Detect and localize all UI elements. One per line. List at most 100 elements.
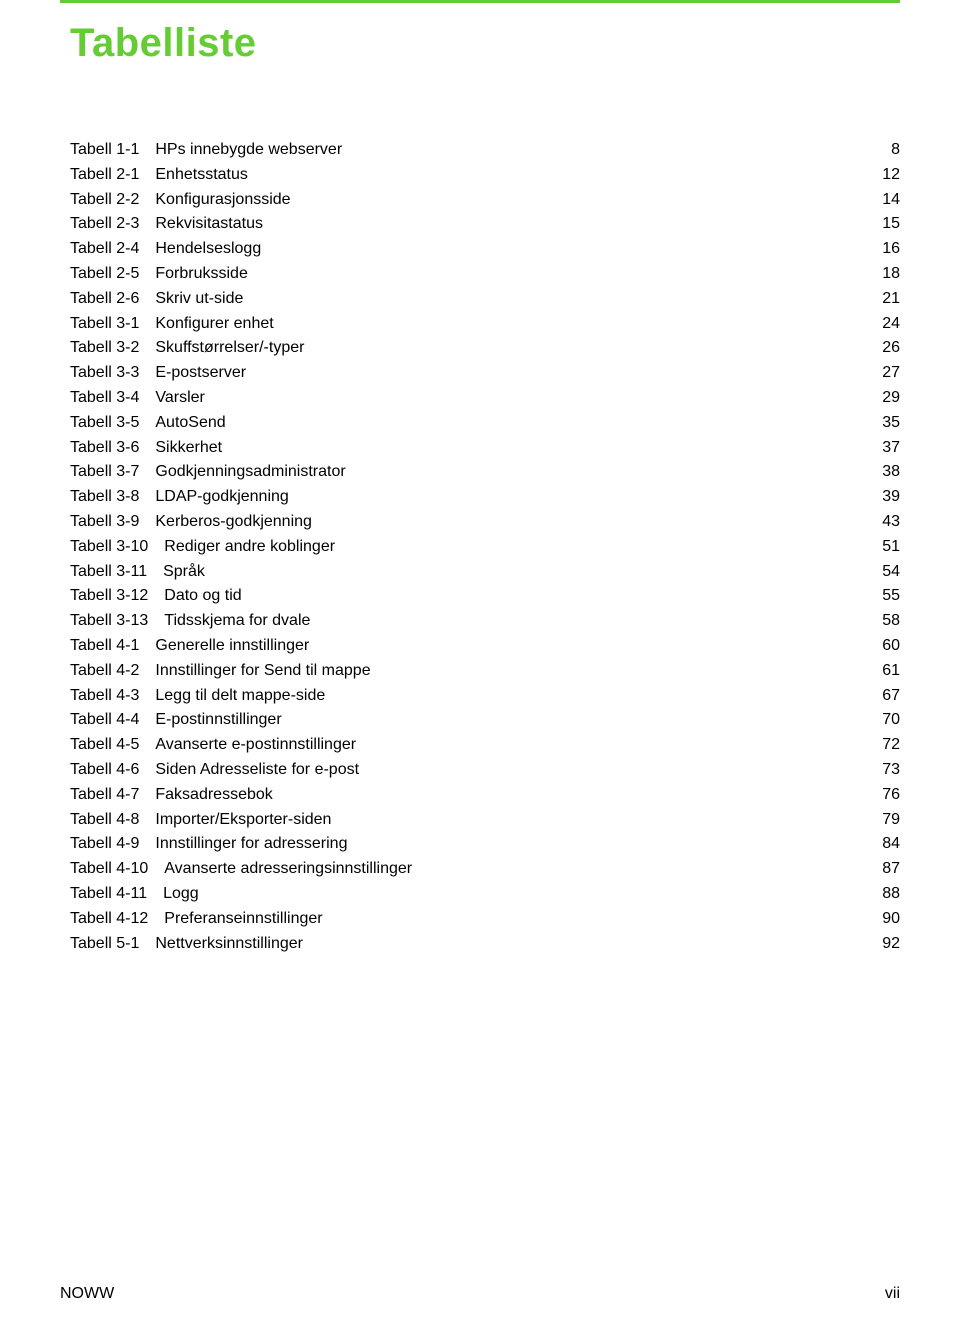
toc-description: Avanserte adresseringsinnstillinger <box>148 857 412 882</box>
toc-label: Tabell 3-7 <box>60 460 139 485</box>
toc-row: Tabell 2-3Rekvisitastatus15 <box>60 212 900 237</box>
toc-description: Enhetsstatus <box>139 163 248 188</box>
toc-label: Tabell 5-1 <box>60 932 139 957</box>
toc-row: Tabell 3-9Kerberos-godkjenning 43 <box>60 510 900 535</box>
top-rule <box>60 0 900 3</box>
toc-label: Tabell 4-3 <box>60 684 139 709</box>
toc-page-number: 14 <box>882 188 900 213</box>
toc-row: Tabell 2-6Skriv ut-side21 <box>60 287 900 312</box>
toc-row: Tabell 4-2Innstillinger for Send til map… <box>60 659 900 684</box>
toc-page-number: 87 <box>882 857 900 882</box>
toc-page-number: 21 <box>882 287 900 312</box>
toc-description: Importer/Eksporter-siden <box>139 808 331 833</box>
toc-row: Tabell 4-11Logg88 <box>60 882 900 907</box>
toc-description: LDAP-godkjenning <box>139 485 288 510</box>
toc-label: Tabell 4-4 <box>60 708 139 733</box>
toc-row: Tabell 1-1HPs innebygde webserver8 <box>60 138 900 163</box>
toc-row: Tabell 3-13Tidsskjema for dvale58 <box>60 609 900 634</box>
toc-description: Språk <box>147 560 205 585</box>
toc-page-number: 58 <box>882 609 900 634</box>
toc-row: Tabell 5-1Nettverksinnstillinger 92 <box>60 932 900 957</box>
toc-row: Tabell 3-5AutoSend35 <box>60 411 900 436</box>
toc-row: Tabell 3-8LDAP-godkjenning 39 <box>60 485 900 510</box>
toc-label: Tabell 4-9 <box>60 832 139 857</box>
toc-label: Tabell 1-1 <box>60 138 139 163</box>
toc-description: E-postserver <box>139 361 246 386</box>
toc-row: Tabell 2-1Enhetsstatus 12 <box>60 163 900 188</box>
toc-page-number: 61 <box>882 659 900 684</box>
toc-page-number: 26 <box>882 336 900 361</box>
toc-description: Generelle innstillinger <box>139 634 309 659</box>
toc-description: Logg <box>147 882 199 907</box>
toc-page-number: 43 <box>882 510 900 535</box>
toc-page-number: 38 <box>882 460 900 485</box>
toc-page-number: 67 <box>882 684 900 709</box>
toc-page-number: 29 <box>882 386 900 411</box>
toc-description: Avanserte e-postinnstillinger <box>139 733 356 758</box>
toc-page-number: 76 <box>882 783 900 808</box>
toc-row: Tabell 3-12Dato og tid55 <box>60 584 900 609</box>
toc-row: Tabell 2-4Hendelseslogg16 <box>60 237 900 262</box>
toc-label: Tabell 4-11 <box>60 882 147 907</box>
toc-page-number: 27 <box>882 361 900 386</box>
toc-label: Tabell 3-8 <box>60 485 139 510</box>
toc-description: Faksadressebok <box>139 783 272 808</box>
toc-description: Preferanseinnstillinger <box>148 907 322 932</box>
toc-label: Tabell 3-9 <box>60 510 139 535</box>
toc-page-number: 92 <box>882 932 900 957</box>
toc-row: Tabell 2-2Konfigurasjonsside14 <box>60 188 900 213</box>
toc-page-number: 39 <box>882 485 900 510</box>
toc-description: HPs innebygde webserver <box>139 138 342 163</box>
toc-page-number: 84 <box>882 832 900 857</box>
toc-page-number: 60 <box>882 634 900 659</box>
toc-description: Kerberos-godkjenning <box>139 510 312 535</box>
toc-description: Innstillinger for adressering <box>139 832 347 857</box>
toc-row: Tabell 3-11Språk54 <box>60 560 900 585</box>
toc-label: Tabell 3-10 <box>60 535 148 560</box>
toc-row: Tabell 3-1Konfigurer enhet 24 <box>60 312 900 337</box>
toc-label: Tabell 3-2 <box>60 336 139 361</box>
toc-label: Tabell 2-1 <box>60 163 139 188</box>
toc-description: Varsler <box>139 386 205 411</box>
toc-description: Konfigurasjonsside <box>139 188 290 213</box>
toc-label: Tabell 4-7 <box>60 783 139 808</box>
toc-page-number: 12 <box>882 163 900 188</box>
toc-row: Tabell 4-3Legg til delt mappe-side 67 <box>60 684 900 709</box>
toc-label: Tabell 2-4 <box>60 237 139 262</box>
toc-row: Tabell 4-4E-postinnstillinger70 <box>60 708 900 733</box>
toc-description: Konfigurer enhet <box>139 312 273 337</box>
toc-page-number: 15 <box>882 212 900 237</box>
toc-description: Godkjenningsadministrator <box>139 460 345 485</box>
toc-label: Tabell 4-12 <box>60 907 148 932</box>
toc-description: Nettverksinnstillinger <box>139 932 303 957</box>
toc-label: Tabell 3-3 <box>60 361 139 386</box>
toc-label: Tabell 2-3 <box>60 212 139 237</box>
toc-description: Legg til delt mappe-side <box>139 684 325 709</box>
toc-row: Tabell 4-9Innstillinger for adressering 8… <box>60 832 900 857</box>
toc-label: Tabell 4-8 <box>60 808 139 833</box>
page-footer: NOWW vii <box>60 1285 900 1303</box>
toc-description: Skriv ut-side <box>139 287 243 312</box>
toc-label: Tabell 3-1 <box>60 312 139 337</box>
toc-page-number: 16 <box>882 237 900 262</box>
toc-label: Tabell 2-5 <box>60 262 139 287</box>
toc-label: Tabell 4-2 <box>60 659 139 684</box>
toc-description: Siden Adresseliste for e-post <box>139 758 359 783</box>
toc-page-number: 37 <box>882 436 900 461</box>
toc-label: Tabell 3-13 <box>60 609 148 634</box>
toc-label: Tabell 3-6 <box>60 436 139 461</box>
toc-row: Tabell 3-7Godkjenningsadministrator 38 <box>60 460 900 485</box>
toc-page-number: 35 <box>882 411 900 436</box>
toc-description: Dato og tid <box>148 584 241 609</box>
page-title: Tabelliste <box>70 21 900 66</box>
toc-description: Rediger andre koblinger <box>148 535 335 560</box>
toc-page-number: 55 <box>882 584 900 609</box>
toc-description: AutoSend <box>139 411 225 436</box>
toc-description: Forbruksside <box>139 262 247 287</box>
toc-row: Tabell 4-6Siden Adresseliste for e-post7… <box>60 758 900 783</box>
toc-label: Tabell 4-6 <box>60 758 139 783</box>
toc-page-number: 79 <box>882 808 900 833</box>
toc-row: Tabell 4-7Faksadressebok 76 <box>60 783 900 808</box>
footer-right: vii <box>885 1285 900 1303</box>
toc-page-number: 24 <box>882 312 900 337</box>
